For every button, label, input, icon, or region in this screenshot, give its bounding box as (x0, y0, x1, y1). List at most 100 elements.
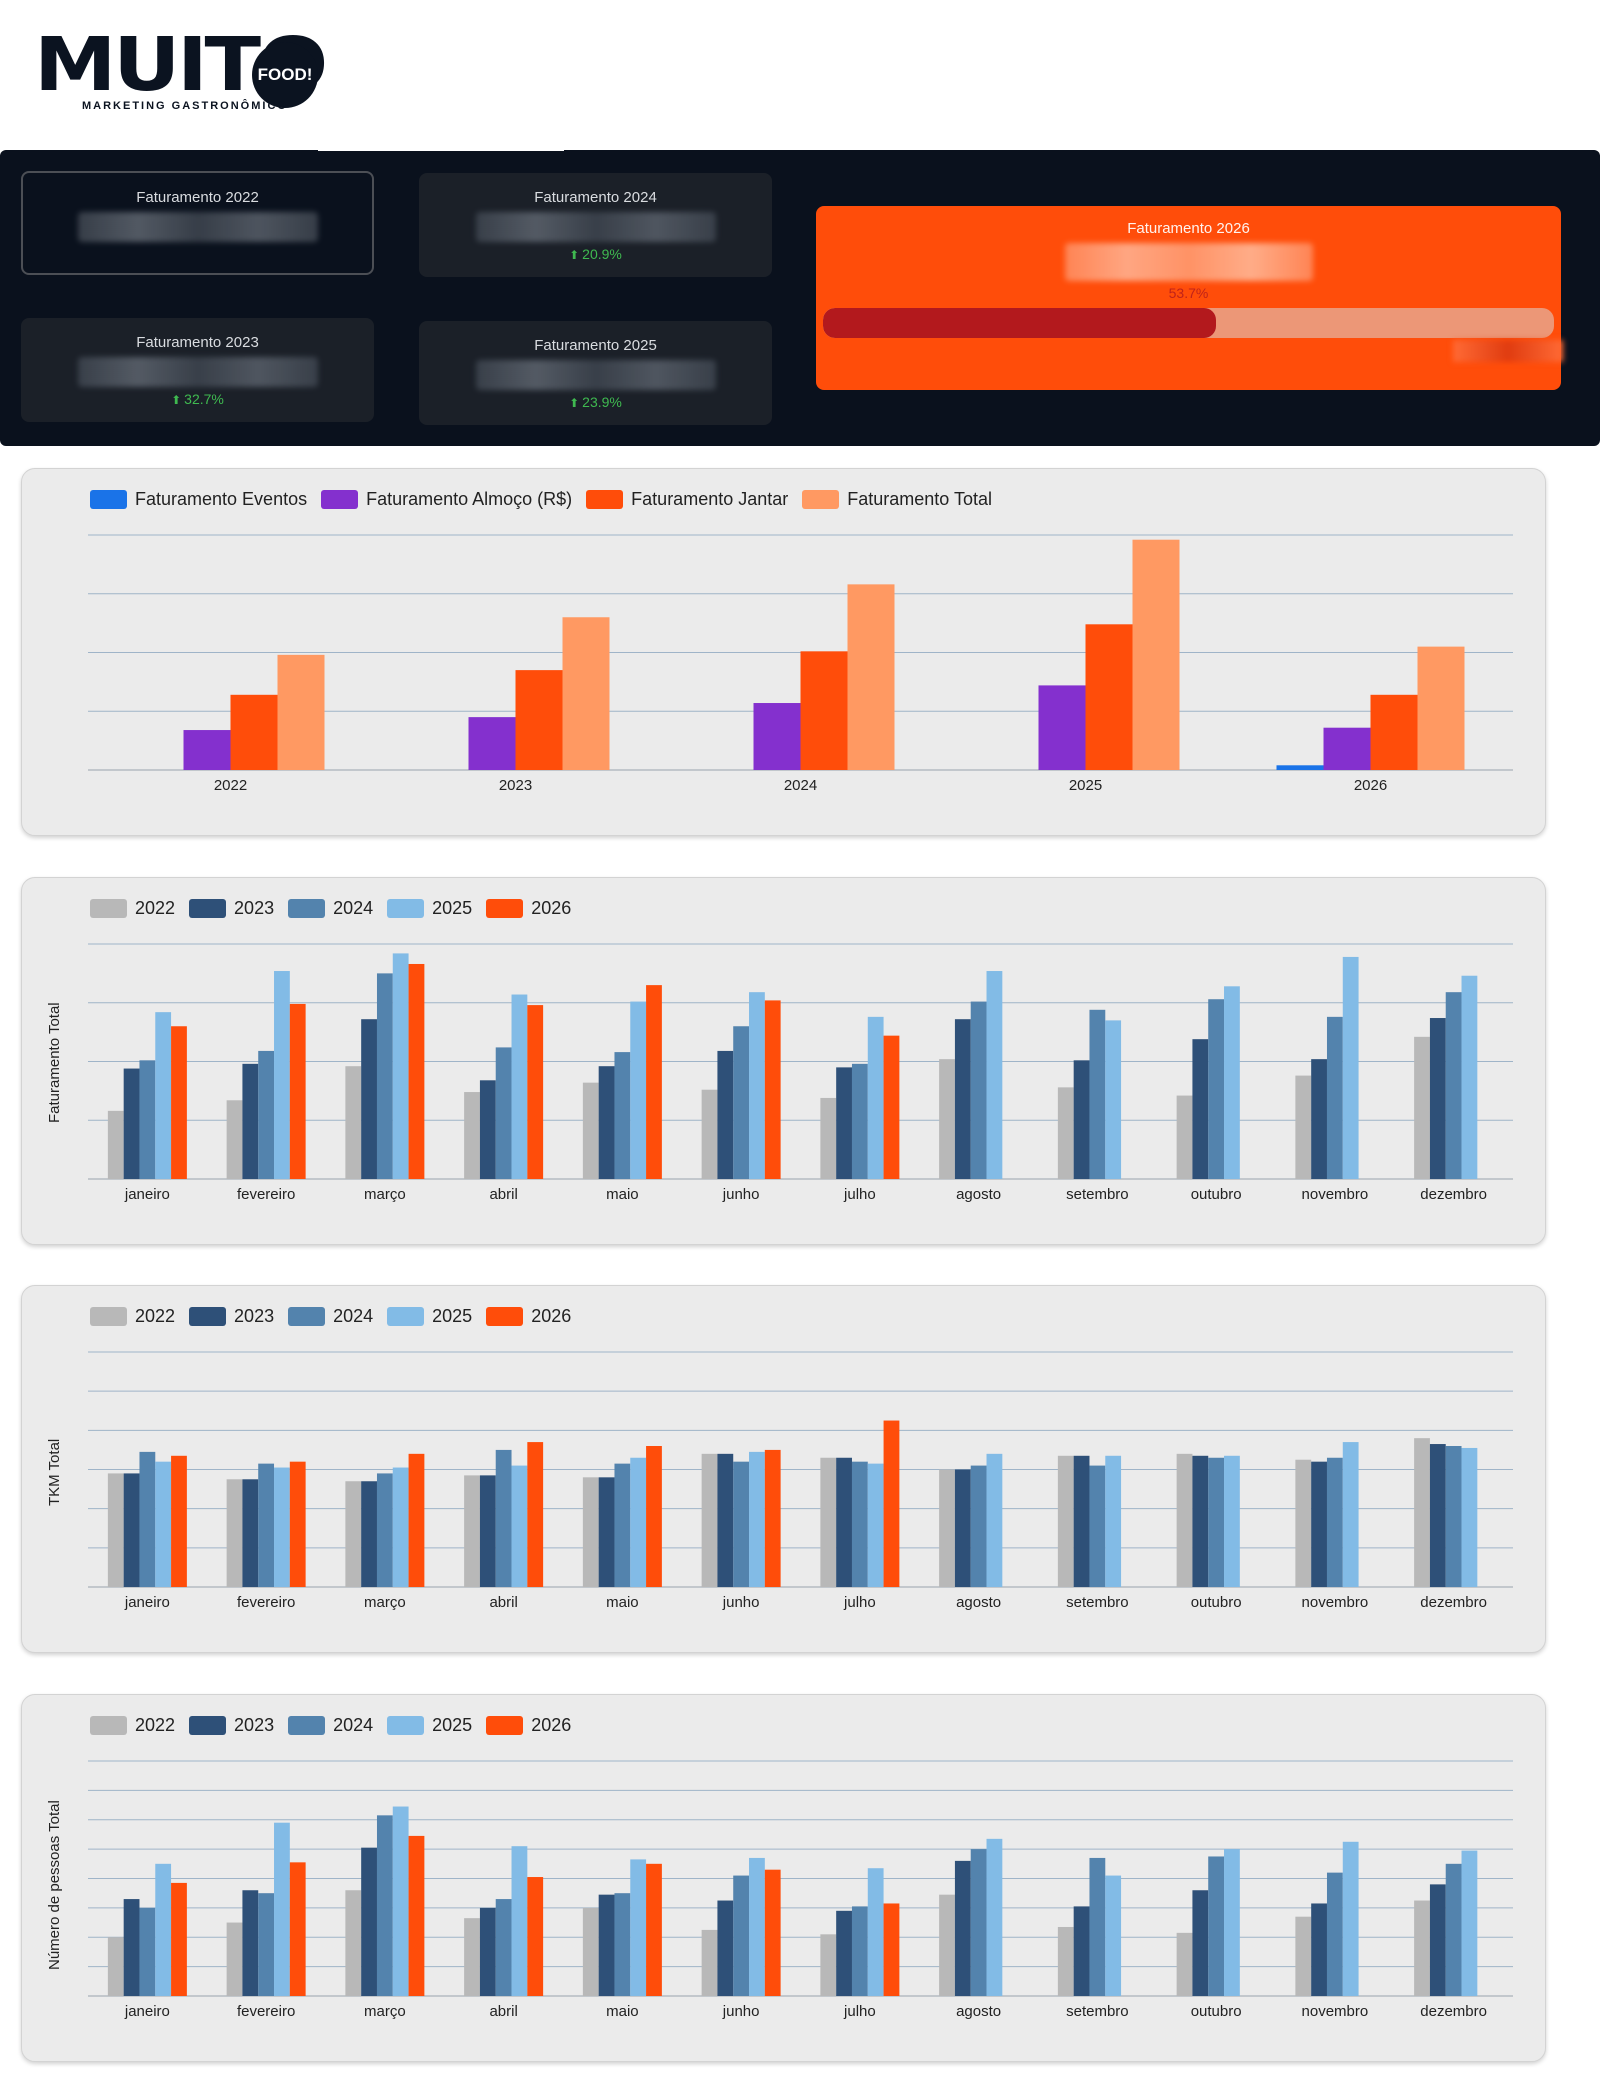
x-tick-label: 2026 (1354, 777, 1387, 794)
x-tick-label: 2025 (1069, 777, 1102, 794)
kpi-progress-bar (823, 308, 1554, 338)
bar-fevereiro-2025 (274, 1467, 290, 1587)
legend-item[interactable]: 2026 (486, 1306, 571, 1327)
bar-julho-2025 (867, 1463, 884, 1587)
legend-item[interactable]: Faturamento Eventos (90, 489, 307, 510)
bar-outubro-2024 (1208, 1856, 1225, 1996)
bar-maio-2024 (614, 1052, 631, 1179)
bar-novembro-2023 (1311, 1461, 1327, 1587)
bar-maio-2023 (598, 1066, 615, 1179)
bar-julho-2025 (867, 1868, 884, 1996)
legend-item[interactable]: 2023 (189, 898, 274, 919)
bar-novembro-2025 (1342, 1841, 1359, 1996)
bar-janeiro-2022 (107, 1937, 124, 1996)
bar-agosto-2025 (986, 1838, 1003, 1996)
bar-2022-faturamento-almo-o-r- (183, 730, 231, 770)
legend-item[interactable]: 2022 (90, 1715, 175, 1736)
legend-item[interactable]: 2024 (288, 898, 373, 919)
legend-item[interactable]: 2022 (90, 898, 175, 919)
legend-swatch (90, 490, 127, 509)
bar-fevereiro-2022 (226, 1922, 243, 1996)
bar-fevereiro-2026 (289, 1003, 306, 1179)
bar-2026-faturamento-total (1417, 646, 1465, 770)
x-tick-label: outubro (1191, 1594, 1242, 1611)
bar-novembro-2022 (1295, 1916, 1312, 1996)
kpi-card-2025: Faturamento 2025 ⬆ 23.9% (419, 321, 772, 425)
x-tick-label: novembro (1302, 2003, 1369, 2020)
legend-label: 2025 (432, 898, 473, 918)
bar-dezembro-2023 (1429, 1884, 1446, 1996)
x-tick-label: agosto (956, 1594, 1001, 1611)
bar-junho-2026 (764, 1000, 781, 1179)
legend-item[interactable]: 2024 (288, 1715, 373, 1736)
chart-tkm: janeiro fevereiro março abril maio junho julho… (88, 1351, 1513, 1611)
legend-item[interactable]: 2023 (189, 1306, 274, 1327)
bar-julho-2023 (836, 1457, 852, 1587)
kpi-title: Faturamento 2023 (136, 334, 259, 351)
legend-item[interactable]: Faturamento Jantar (586, 489, 788, 510)
bar-agosto-2025 (986, 1453, 1003, 1587)
bar-junho-2024 (733, 1875, 750, 1996)
bar-novembro-2023 (1311, 1903, 1327, 1996)
bar-setembro-2025 (1105, 1455, 1122, 1587)
bar-fevereiro-2024 (258, 1463, 275, 1587)
legend-item[interactable]: 2026 (486, 1715, 571, 1736)
legend-item[interactable]: 2025 (387, 898, 472, 919)
kpi-growth-value: 23.9% (582, 394, 622, 410)
bar-julho-2025 (867, 1016, 884, 1179)
legend-label: 2026 (531, 898, 572, 918)
bar-março-2022 (345, 1066, 362, 1179)
bar-julho-2023 (836, 1910, 852, 1996)
bar-junho-2024 (733, 1026, 750, 1179)
x-tick-label: março (364, 2003, 406, 2020)
bar-2025-faturamento-total (1132, 539, 1180, 770)
bar-janeiro-2023 (123, 1899, 140, 1996)
x-tick-label: abril (489, 2003, 517, 2020)
x-tick-label: dezembro (1420, 1594, 1487, 1611)
bar-abril-2026 (527, 1005, 544, 1179)
bar-agosto-2024 (970, 1465, 987, 1587)
legend-swatch (387, 1716, 425, 1735)
legend-item[interactable]: 2023 (189, 1715, 274, 1736)
legend-label: 2026 (531, 1306, 572, 1326)
x-tick-label: setembro (1066, 1594, 1129, 1611)
bar-abril-2025 (511, 994, 528, 1179)
bar-maio-2024 (614, 1463, 631, 1587)
bar-julho-2024 (851, 1063, 868, 1179)
x-tick-label: janeiro (124, 1594, 170, 1611)
legend-item[interactable]: 2024 (288, 1306, 373, 1327)
legend-item[interactable]: 2025 (387, 1306, 472, 1327)
legend-label: 2023 (234, 1715, 275, 1735)
chart-legend: Faturamento Eventos Faturamento Almoço (R… (90, 489, 992, 510)
x-tick-label: dezembro (1420, 1186, 1487, 1203)
bar-agosto-2025 (986, 971, 1003, 1179)
bar-agosto-2024 (970, 1001, 987, 1179)
bar-janeiro-2026 (171, 1882, 187, 1996)
bar-dezembro-2022 (1414, 1438, 1430, 1587)
legend-item[interactable]: 2025 (387, 1715, 472, 1736)
bar-julho-2022 (820, 1457, 837, 1587)
kpi-card-2023: Faturamento 2023 ⬆ 32.7% (21, 318, 374, 422)
bar-outubro-2025 (1224, 1455, 1240, 1587)
kpi-value-redacted (1064, 243, 1313, 281)
kpi-value-redacted (77, 212, 318, 242)
legend-item[interactable]: 2026 (486, 898, 571, 919)
chart-faturamento-mensal: janeiro fevereiro março abril maio junho julho… (88, 943, 1513, 1203)
bar-setembro-2022 (1057, 1926, 1074, 1996)
kpi-target-redacted (1453, 340, 1563, 362)
bar-dezembro-2024 (1445, 1446, 1462, 1587)
legend-item[interactable]: Faturamento Almoço (R$) (321, 489, 572, 510)
bar-junho-2023 (717, 1900, 734, 1996)
legend-swatch (288, 899, 326, 918)
bar-2024-faturamento-almo-o-r- (753, 703, 801, 770)
x-tick-label: abril (489, 1594, 517, 1611)
bar-2023-faturamento-total (562, 617, 610, 770)
bar-dezembro-2024 (1445, 1863, 1462, 1996)
legend-item[interactable]: 2022 (90, 1306, 175, 1327)
x-tick-label: outubro (1191, 1186, 1242, 1203)
bar-julho-2024 (851, 1461, 868, 1587)
legend-label: 2022 (135, 1306, 176, 1326)
legend-item[interactable]: Faturamento Total (802, 489, 992, 510)
legend-swatch (90, 899, 127, 918)
bar-2024-faturamento-total (847, 584, 895, 770)
